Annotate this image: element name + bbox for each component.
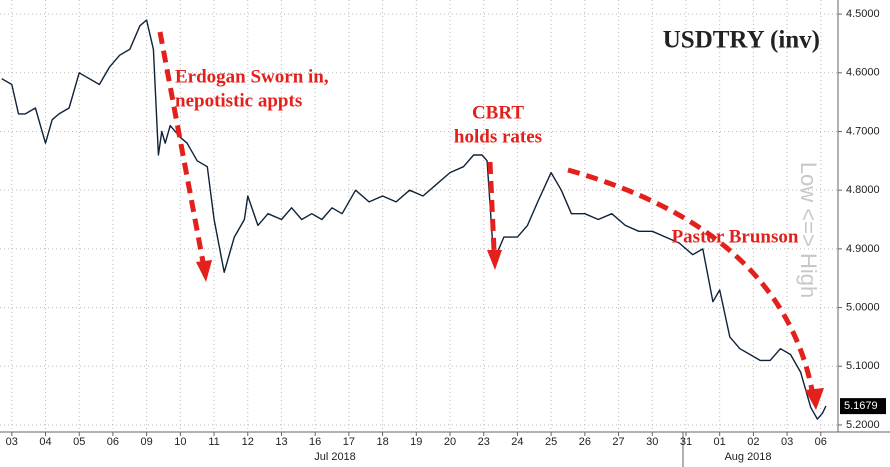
arrowhead — [196, 260, 212, 282]
month-label: Aug 2018 — [724, 451, 771, 463]
x-tick-label: 25 — [545, 436, 557, 448]
x-tick-label: 01 — [714, 436, 726, 448]
x-tick-label: 04 — [39, 436, 51, 448]
x-tick-label: 06 — [107, 436, 119, 448]
x-tick-label: 20 — [444, 436, 456, 448]
last-value-box — [840, 398, 886, 415]
y-axis-label: Low <=> High — [796, 162, 821, 298]
x-tick-label: 03 — [6, 436, 18, 448]
arrow — [157, 31, 206, 263]
x-tick-label: 16 — [309, 436, 321, 448]
x-tick-label: 06 — [815, 436, 827, 448]
x-tick-label: 31 — [680, 436, 692, 448]
x-tick-label: 10 — [174, 436, 186, 448]
x-tick-label: 03 — [781, 436, 793, 448]
x-tick-label: 30 — [646, 436, 658, 448]
y-tick-label: 5.0000 — [846, 301, 880, 313]
x-tick-label: 18 — [376, 436, 388, 448]
annotation: Pastor Brunson — [672, 226, 799, 247]
y-tick-label: 4.5000 — [846, 8, 880, 20]
annotation: nepotistic appts — [175, 90, 302, 111]
arrowhead — [805, 388, 824, 410]
arrow — [487, 161, 497, 251]
y-tick-label: 4.6000 — [846, 67, 880, 79]
chart-title: USDTRY (inv) — [663, 27, 820, 54]
x-tick-label: 12 — [242, 436, 254, 448]
arrow — [567, 167, 815, 391]
x-tick-label: 02 — [747, 436, 759, 448]
x-tick-label: 26 — [579, 436, 591, 448]
x-tick-label: 27 — [612, 436, 624, 448]
plot — [1, 19, 827, 420]
x-tick-label: 13 — [275, 436, 287, 448]
x-tick-label: 24 — [511, 436, 523, 448]
annotations: Erdogan Sworn in, nepotistic appts CBRT hol… — [175, 66, 799, 247]
x-tick-label: 11 — [208, 436, 219, 448]
x-tick-label: 05 — [73, 436, 85, 448]
arrowhead — [487, 250, 502, 270]
annotation: holds rates — [454, 126, 542, 147]
annotation: CBRT — [472, 102, 524, 123]
last-value-label: 5.1679 — [844, 400, 878, 412]
y-tick-label: 4.7000 — [846, 125, 880, 137]
x-tick-label: 23 — [478, 436, 490, 448]
y-tick-label: 4.8000 — [846, 184, 880, 196]
line — [1, 19, 827, 420]
x-tick-label: 17 — [343, 436, 355, 448]
x-tick-label: 19 — [410, 436, 422, 448]
y-tick-label: 4.9000 — [846, 243, 880, 255]
annotation: Erdogan Sworn in, — [175, 66, 329, 87]
y-tick-label: 5.1000 — [846, 360, 880, 372]
y-tick-label: 5.2000 — [846, 419, 880, 431]
month-label: Jul 2018 — [314, 451, 356, 463]
x-tick-label: 09 — [141, 436, 153, 448]
